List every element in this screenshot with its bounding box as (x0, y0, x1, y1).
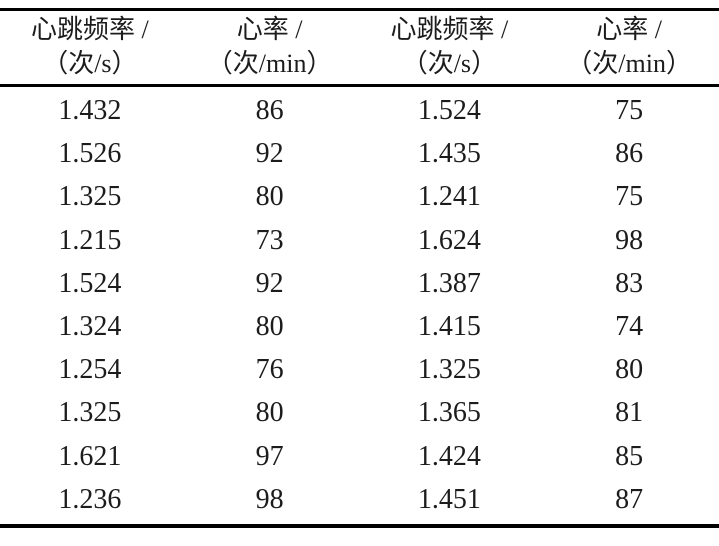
table-cell: 76 (255, 354, 284, 386)
column-header-title: 心率 / (236, 15, 303, 44)
table-header-row: 心跳频率 / （次/s） 心率 / （次/min） 心跳频率 / （次/s） 心… (0, 8, 719, 87)
table-cell: 86 (255, 95, 284, 126)
table-cell: 75 (615, 95, 644, 126)
table-cell: 80 (255, 310, 284, 342)
table-cell: 1.621 (58, 440, 122, 472)
table-cell: 92 (255, 267, 284, 299)
table-cell: 1.254 (58, 354, 122, 386)
table-cell: 1.435 (417, 138, 481, 170)
table-cell: 1.432 (58, 95, 122, 126)
data-table: 心跳频率 / （次/s） 心率 / （次/min） 心跳频率 / （次/s） 心… (0, 8, 719, 528)
table-cell: 1.236 (58, 483, 122, 515)
table-cell: 74 (615, 310, 644, 342)
table-cell: 1.215 (58, 224, 122, 256)
table-cell: 1.424 (417, 440, 481, 472)
column-header-unit: （次/s） (401, 49, 498, 78)
table-cell: 87 (615, 483, 644, 515)
column-header-title: 心跳频率 / (390, 15, 509, 44)
table-cell: 1.524 (58, 267, 122, 299)
table-cell: 1.241 (417, 181, 481, 213)
column-header-unit: （次/min） (566, 49, 692, 78)
table-body: 1.432 86 1.524 75 1.526 92 1.435 86 1.32… (0, 87, 719, 528)
table-cell: 83 (615, 267, 644, 299)
table-cell: 1.365 (417, 397, 481, 429)
table-cell: 85 (615, 440, 644, 472)
table-cell: 75 (615, 181, 644, 213)
table-cell: 1.624 (417, 224, 481, 256)
column-header-title: 心跳频率 / (31, 15, 149, 44)
table-cell: 92 (255, 138, 284, 170)
table-cell: 97 (255, 440, 284, 472)
column-header-heartbeat-frequency-left: 心跳频率 / （次/s） (0, 13, 180, 81)
table-cell: 98 (615, 224, 644, 256)
table-cell: 1.451 (417, 483, 481, 515)
table-cell: 1.325 (417, 354, 481, 386)
column-header-title: 心率 / (596, 15, 662, 44)
column-header-heart-rate-right: 心率 / （次/min） (539, 13, 719, 81)
table-cell: 1.325 (58, 181, 122, 213)
table-cell: 80 (255, 397, 284, 429)
table-cell: 80 (615, 354, 644, 386)
table-cell: 81 (615, 397, 644, 429)
table-cell: 1.415 (417, 310, 481, 342)
table-cell: 1.325 (58, 397, 122, 429)
table-cell: 1.524 (417, 95, 481, 126)
column-header-unit: （次/min） (206, 49, 333, 78)
column-header-heart-rate-left: 心率 / （次/min） (180, 13, 360, 81)
table-cell: 86 (615, 138, 644, 170)
table-cell: 1.387 (417, 267, 481, 299)
table-cell: 1.526 (58, 138, 122, 170)
column-header-heartbeat-frequency-right: 心跳频率 / （次/s） (360, 13, 540, 81)
table-cell: 1.324 (58, 310, 122, 342)
table-cell: 80 (255, 181, 284, 213)
column-header-unit: （次/s） (42, 49, 138, 78)
table-cell: 98 (255, 483, 284, 515)
table-cell: 73 (255, 224, 284, 256)
